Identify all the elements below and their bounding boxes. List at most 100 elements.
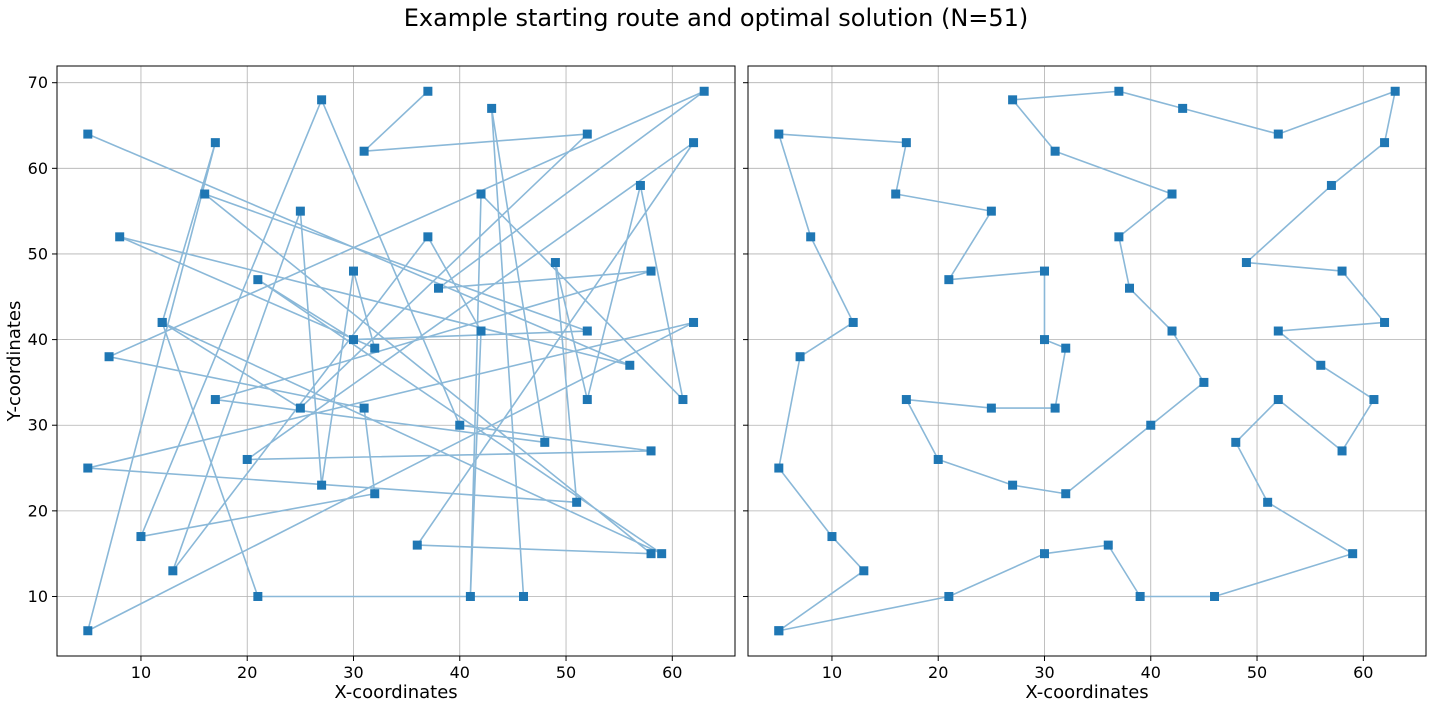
city-marker xyxy=(423,232,433,242)
city-marker xyxy=(1039,266,1049,276)
city-marker xyxy=(625,360,635,370)
y-tick-label: 60 xyxy=(28,159,48,178)
city-marker xyxy=(1167,189,1177,199)
city-marker xyxy=(434,283,444,293)
figure-title: Example starting route and optimal solut… xyxy=(404,4,1029,32)
city-marker xyxy=(1103,540,1113,550)
city-marker xyxy=(200,189,210,199)
city-marker xyxy=(487,103,497,113)
city-marker xyxy=(1050,403,1060,413)
y-tick-label: 50 xyxy=(28,244,48,263)
city-marker xyxy=(1337,446,1347,456)
city-marker xyxy=(1273,326,1283,336)
city-marker xyxy=(1380,317,1390,327)
city-marker xyxy=(1039,549,1049,559)
city-marker xyxy=(1178,103,1188,113)
city-marker xyxy=(1273,395,1283,405)
x-tick-label: 20 xyxy=(928,663,948,682)
city-marker xyxy=(774,129,784,139)
city-marker xyxy=(1146,420,1156,430)
city-marker xyxy=(646,266,656,276)
city-marker xyxy=(83,463,93,473)
city-marker xyxy=(83,626,93,636)
city-marker xyxy=(1241,258,1251,268)
city-marker xyxy=(891,189,901,199)
city-marker xyxy=(359,146,369,156)
city-marker xyxy=(689,317,699,327)
city-marker xyxy=(901,138,911,148)
city-marker xyxy=(806,232,816,242)
city-marker xyxy=(986,206,996,216)
city-marker xyxy=(317,95,327,105)
x-axis-label: X-coordinates xyxy=(1025,682,1148,703)
x-tick-label: 50 xyxy=(556,663,576,682)
city-marker xyxy=(1369,395,1379,405)
city-marker xyxy=(582,395,592,405)
city-marker xyxy=(572,497,582,507)
city-marker xyxy=(1316,360,1326,370)
city-marker xyxy=(253,275,263,285)
y-tick-label: 20 xyxy=(28,501,48,520)
city-marker xyxy=(359,403,369,413)
city-marker xyxy=(295,403,305,413)
x-tick-label: 60 xyxy=(662,663,682,682)
city-marker xyxy=(476,189,486,199)
city-marker xyxy=(1135,591,1145,601)
city-marker xyxy=(1008,95,1018,105)
city-marker xyxy=(699,86,709,96)
city-marker xyxy=(1390,86,1400,96)
city-marker xyxy=(635,180,645,190)
city-marker xyxy=(1008,480,1018,490)
x-tick-label: 30 xyxy=(343,663,363,682)
city-marker xyxy=(646,446,656,456)
y-tick-label: 40 xyxy=(28,330,48,349)
x-tick-label: 10 xyxy=(131,663,151,682)
city-marker xyxy=(370,343,380,353)
city-marker xyxy=(168,566,178,576)
city-marker xyxy=(774,626,784,636)
city-marker xyxy=(901,395,911,405)
y-tick-label: 10 xyxy=(28,587,48,606)
city-marker xyxy=(157,317,167,327)
city-marker xyxy=(944,591,954,601)
city-marker xyxy=(1348,549,1358,559)
city-marker xyxy=(582,129,592,139)
city-marker xyxy=(370,489,380,499)
starting-route-plot: 10 20 30 40 50 60 10 20 30 40 50 60 70 X-coordinates Y… xyxy=(4,65,736,703)
city-marker xyxy=(295,206,305,216)
city-marker xyxy=(1114,232,1124,242)
city-marker xyxy=(944,275,954,285)
city-marker xyxy=(1380,138,1390,148)
axes-frame xyxy=(747,65,1427,657)
city-marker xyxy=(1231,437,1241,447)
route-line xyxy=(87,90,705,632)
city-marker xyxy=(795,352,805,362)
x-tick-label: 40 xyxy=(1141,663,1161,682)
x-tick-label: 10 xyxy=(822,663,842,682)
city-marker xyxy=(848,317,858,327)
city-marker xyxy=(1061,489,1071,499)
city-marker xyxy=(210,138,220,148)
city-marker xyxy=(519,591,529,601)
city-marker xyxy=(348,266,358,276)
city-marker xyxy=(1273,129,1283,139)
city-marker xyxy=(423,86,433,96)
city-marker xyxy=(827,532,837,542)
y-tick-label: 70 xyxy=(28,73,48,92)
city-marker xyxy=(550,258,560,268)
city-marker xyxy=(678,395,688,405)
city-marker xyxy=(115,232,125,242)
city-marker xyxy=(859,566,869,576)
x-tick-label: 30 xyxy=(1034,663,1054,682)
city-marker xyxy=(689,138,699,148)
city-marker xyxy=(1210,591,1220,601)
city-marker xyxy=(412,540,422,550)
city-marker xyxy=(104,352,114,362)
city-marker xyxy=(1114,86,1124,96)
city-marker xyxy=(465,591,475,601)
city-marker xyxy=(455,420,465,430)
axes-frame xyxy=(56,65,736,657)
city-marker xyxy=(1326,180,1336,190)
city-marker xyxy=(1199,377,1209,387)
